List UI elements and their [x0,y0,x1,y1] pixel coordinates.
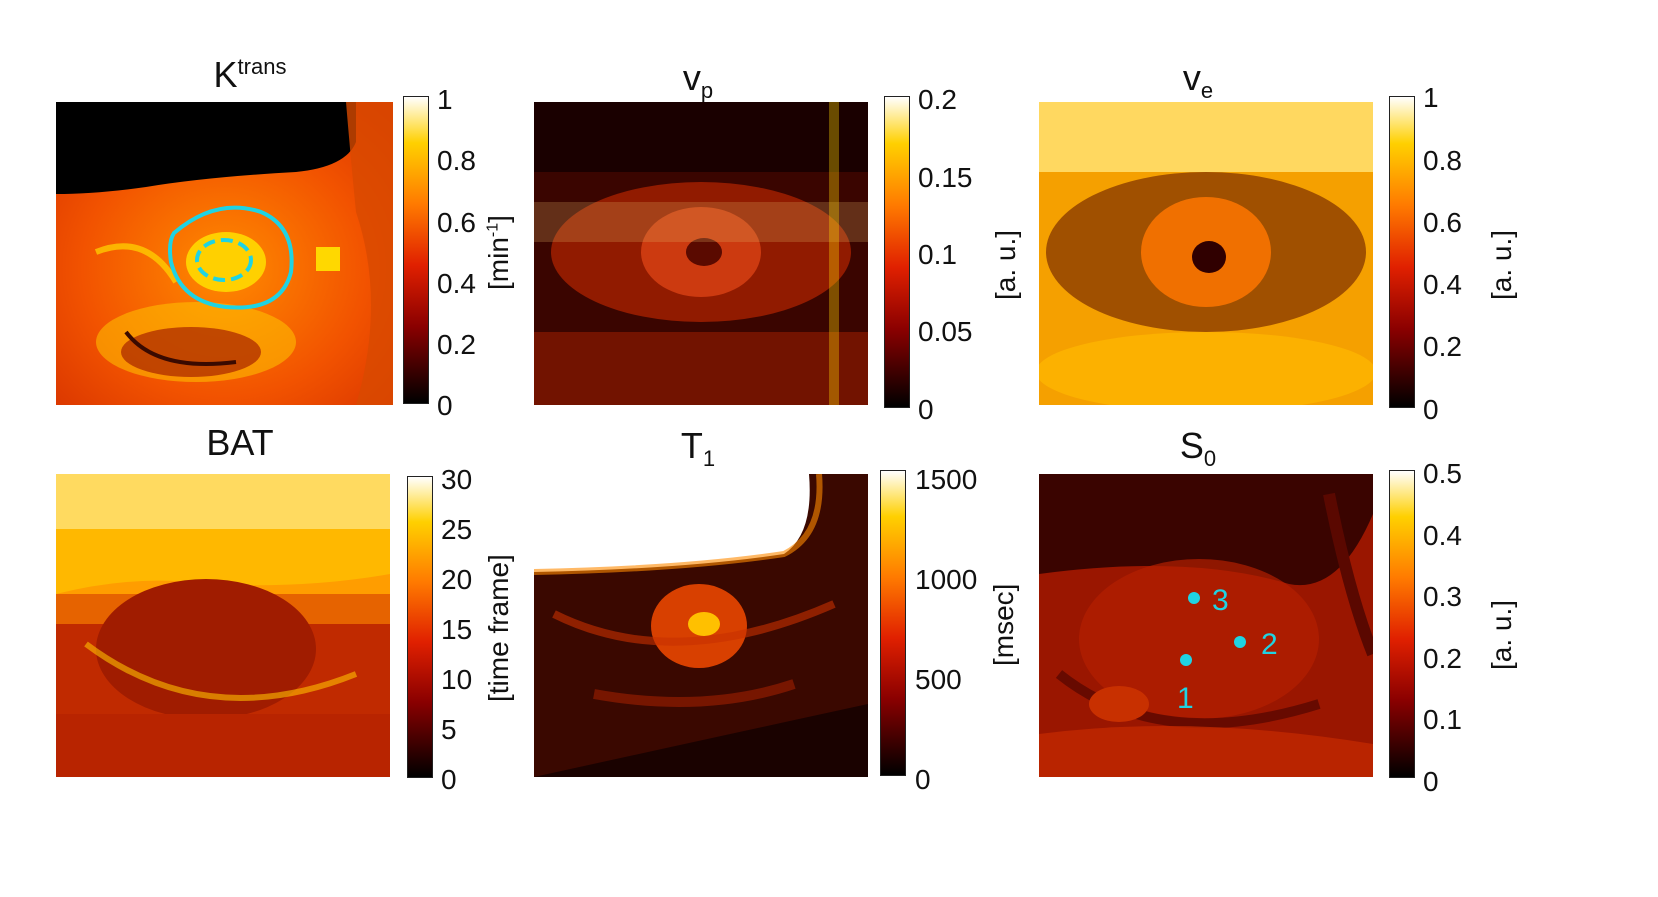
tick-label: 0 [1423,766,1439,797]
ve-map [1039,102,1373,405]
tick-label: 0 [1423,394,1439,425]
tick-label: 1500 [915,464,978,495]
tick-label: 10 [441,664,473,695]
tick-label: 0 [915,764,931,795]
tick-label: 0.8 [437,145,476,176]
tick-label: 0 [918,394,934,425]
tick-label: 0.1 [1423,704,1462,735]
colorbar-unit: [msec] [988,583,1019,666]
colorbar [880,470,906,776]
tick-label: 0.3 [1423,581,1462,612]
tick-label: 0.4 [1423,520,1462,551]
marker-label: 2 [1261,628,1278,661]
panel-title: T1 [680,425,716,472]
colorbar-unit: [a. u.] [990,229,1021,300]
colorbar [1389,96,1415,408]
tick-label: 500 [915,664,962,695]
colorbar [884,96,910,408]
colorbar-unit: [a. u.] [1486,229,1517,300]
tick-label: 5 [441,714,457,745]
colorbar-unit: [time frame] [483,554,514,702]
tick-label: 0.2 [1423,643,1462,674]
tick-label: 0.2 [1423,331,1462,362]
panel-title: ve [1182,57,1214,104]
tick-label: 30 [441,464,473,495]
tick-label: 0.5 [1423,458,1462,489]
colorbar-unit: [min-1] [483,215,514,290]
vp-map [534,102,868,405]
marker-label: 1 [1177,682,1194,715]
tick-label: 1000 [915,564,978,595]
tick-label: 0.15 [918,162,973,193]
tick-label: 15 [441,614,473,645]
t1-map [534,474,868,777]
colorbar-unit: [a. u.] [1486,599,1517,670]
tick-label: 0 [441,764,457,795]
tick-label: 20 [441,564,473,595]
s0-map: 1 2 3 [1039,474,1373,777]
tick-label: 0.1 [918,239,957,270]
panel-title: vp [682,57,714,104]
colorbar [403,96,429,404]
panel-title: BAT [206,422,274,463]
tick-label: 0.8 [1423,145,1462,176]
tick-label: 0 [437,390,453,421]
ktrans-map [56,102,393,405]
tick-label: 0.4 [437,268,476,299]
colorbar [407,476,433,778]
tick-label: 0.4 [1423,269,1462,300]
tick-label: 25 [441,514,473,545]
marker-label: 3 [1212,584,1229,617]
tick-label: 1 [437,84,453,115]
colorbar [1389,470,1415,778]
tick-label: 0.2 [918,84,957,115]
tick-label: 0.6 [437,207,476,238]
tick-label: 0.6 [1423,207,1462,238]
panel-title: Ktrans [213,54,287,95]
tick-label: 0.2 [437,329,476,360]
tick-label: 0.05 [918,316,973,347]
panel-title: S0 [1179,425,1217,472]
tick-label: 1 [1423,82,1439,113]
bat-map [56,474,390,777]
